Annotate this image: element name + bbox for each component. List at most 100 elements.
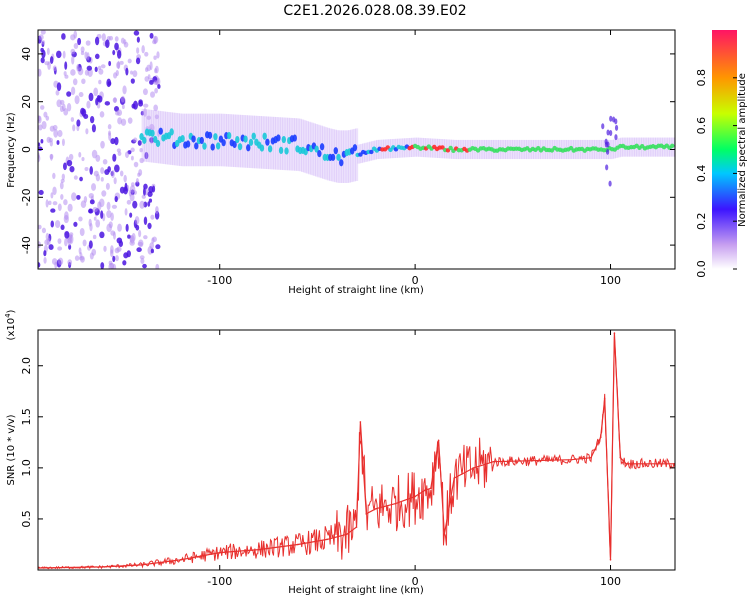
snr-scale-exp: 4 (4, 313, 12, 318)
spectrogram-noise-cell (89, 199, 95, 205)
spectrogram-noise-cell (61, 138, 65, 147)
spectrogram-ridge-cell (330, 153, 336, 161)
spectrogram-noise-cell (52, 172, 56, 180)
spectrogram-haze-cell (284, 117, 288, 171)
spectrogram-noise-cell (108, 132, 112, 141)
spectrogram-noise-cell (129, 185, 136, 194)
spectrogram-noise-cell (112, 263, 117, 269)
spectrogram-noise-cell (150, 91, 155, 98)
spectrogram-noise-cell (72, 78, 78, 86)
spectrogram-noise-cell (100, 262, 105, 269)
spectrogram-noise-cell (116, 61, 121, 69)
spectrogram-noise-cell (109, 249, 114, 257)
spectrogram-noise-cell (137, 140, 142, 146)
spectrogram-noise-cell (155, 263, 160, 269)
spectrogram-ridge-cell (191, 135, 196, 143)
spectrogram-ridge-cell (202, 142, 207, 150)
spectrogram-xlabel: Height of straight line (km) (288, 285, 424, 296)
spectrogram-haze-cell (673, 137, 675, 157)
spectrogram-noise-cell (57, 238, 62, 244)
snr-data-point (625, 462, 627, 465)
spectrogram-noise-cell (101, 33, 106, 42)
spectrogram-haze-cell (157, 110, 162, 164)
snr-data-point (375, 507, 377, 510)
spectrogram-noise-cell (76, 119, 81, 127)
snr-data-point (429, 487, 432, 490)
spectrogram-noise-cell (139, 255, 145, 260)
spectrogram-noise-cell (70, 69, 76, 76)
spectrogram-ridge-cell (158, 127, 163, 135)
snr-data-point (218, 551, 221, 554)
spectrogram-haze-cell (211, 113, 216, 167)
snr-xtick-label: 0 (412, 575, 419, 588)
spectrogram-noise-cell (78, 247, 82, 255)
spectrogram-noise-cell (38, 68, 42, 77)
spectrogram-noise-cell (151, 185, 156, 193)
spectrogram-haze-cell (155, 110, 159, 164)
spectrogram-noise-cell (38, 115, 42, 124)
spectrogram-noise-cell (127, 117, 133, 124)
spectrogram-transient-cell (601, 123, 605, 130)
spectrogram-ridge-cell (232, 140, 237, 149)
spectrogram-ridge-cell (215, 142, 221, 150)
spectrogram-noise-cell (123, 174, 127, 183)
spectrogram-noise-cell (71, 55, 75, 65)
spectrogram-noise-cell (114, 36, 119, 42)
spectrogram-noise-cell (57, 203, 62, 211)
spectrogram-noise-cell (120, 95, 125, 103)
spectrogram-noise-cell (88, 240, 93, 249)
spectrogram-noise-cell (95, 173, 100, 182)
spectrogram-noise-cell (38, 34, 44, 41)
spectrogram-noise-cell (78, 151, 82, 158)
spectrogram-haze-cell (143, 109, 148, 162)
spectrogram-noise-cell (52, 65, 57, 72)
spectrogram-noise-cell (112, 255, 116, 263)
spectrogram-noise-cell (64, 211, 69, 220)
spectrogram-haze-cell (312, 123, 316, 176)
spectrogram-transient-cell (606, 141, 610, 148)
snr-ylabel: SNR (10 * v/v) (6, 414, 17, 485)
spectrogram-haze-cell (322, 126, 326, 179)
snr-frame (37, 329, 676, 571)
spectrogram-noise-cell (111, 204, 118, 209)
spectrogram-noise-cell (48, 244, 54, 251)
snr-data-point (609, 558, 612, 561)
spectrogram-noise-cell (144, 67, 149, 73)
spectrogram-noise-cell (38, 241, 42, 249)
spectrogram-noise-cell (122, 260, 127, 266)
spectrogram-noise-cell (82, 239, 87, 247)
spectrogram-noise-cell (113, 177, 117, 185)
snr-marks (38, 332, 675, 570)
spectrogram-noise-cell (117, 117, 123, 125)
spectrogram-noise-cell (137, 172, 141, 177)
spectrogram-noise-cell (114, 136, 119, 146)
spectrogram-noise-cell (45, 115, 50, 121)
spectrogram-noise-cell (119, 170, 124, 177)
snr-data-point (613, 332, 616, 334)
spectrogram-noise-cell (51, 258, 58, 265)
spectrogram-ridge-cell (284, 147, 289, 155)
spectrogram-noise-cell (81, 156, 85, 162)
spectrogram-noise-cell (93, 87, 99, 97)
spectrogram-noise-cell (132, 70, 138, 78)
spectrogram-noise-cell (102, 159, 108, 165)
spectrogram-noise-cell (66, 159, 73, 167)
spectrogram-noise-cell (61, 33, 66, 40)
spectrogram-noise-cell (74, 95, 80, 105)
spectrogram-ylabel: Frequency (Hz) (6, 112, 17, 188)
spectrogram-noise-cell (54, 220, 61, 228)
spectrogram-ridge-cell (221, 139, 226, 147)
spectrogram-noise-cell (74, 255, 80, 261)
spectrogram-noise-cell (67, 203, 73, 212)
spectrogram-haze-cell (209, 113, 213, 167)
spectrogram-haze-cell (333, 129, 338, 183)
snr-data-point (437, 439, 440, 442)
spectrogram-noise-cell (41, 40, 46, 45)
spectrogram-noise-cell (41, 227, 47, 234)
spectrogram-noise-cell (38, 154, 41, 163)
spectrogram-noise-cell (116, 49, 122, 59)
snr-data-point (394, 502, 397, 505)
snr-data-point (297, 543, 299, 546)
spectrogram-ridge-cell (317, 150, 322, 158)
spectrogram-noise-cell (150, 248, 154, 254)
